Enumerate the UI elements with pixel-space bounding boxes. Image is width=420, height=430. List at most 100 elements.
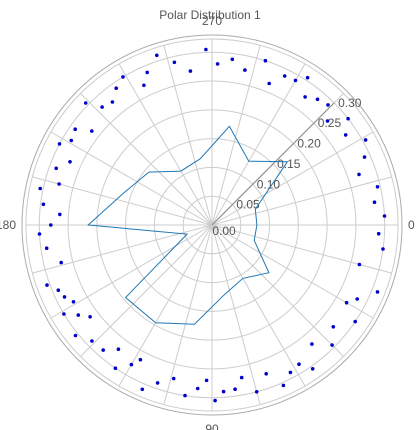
line-series <box>87 125 289 325</box>
angular-gridline <box>80 224 213 357</box>
scatter-point <box>305 75 310 80</box>
angular-gridline <box>211 45 261 226</box>
angular-gridline <box>50 224 213 319</box>
scatter-point <box>204 47 208 52</box>
scatter-point <box>56 288 61 293</box>
radial-tick-label: 0.15 <box>277 157 301 171</box>
radial-tick-label: 0.25 <box>318 116 342 130</box>
scatter-point <box>44 246 49 250</box>
scatter-point <box>57 142 62 146</box>
scatter-point <box>90 129 94 133</box>
scatter-point <box>90 339 94 343</box>
angular-gridline <box>118 224 213 387</box>
scatter-point <box>254 390 259 394</box>
scatter-point <box>264 372 269 376</box>
scatter-point <box>41 202 46 207</box>
radial-tick-label: 0.30 <box>338 96 362 110</box>
scatter-point <box>233 387 237 392</box>
scatter-point <box>243 68 247 72</box>
scatter-point <box>195 386 200 391</box>
outer-ring <box>21 34 403 416</box>
radial-tick-label: 0.20 <box>297 137 321 151</box>
radial-tick-label: 0.05 <box>236 198 260 212</box>
scatter-point <box>45 283 49 287</box>
scatter-point <box>326 103 330 107</box>
scatter-point <box>325 119 330 123</box>
scatter-point <box>310 342 314 346</box>
scatter-point <box>293 78 298 83</box>
series-layer <box>37 47 387 403</box>
scatter-point <box>330 343 334 347</box>
scatter-point <box>213 398 217 403</box>
angular-gridline <box>211 63 306 226</box>
scatter-point <box>129 362 134 367</box>
scatter-point <box>73 333 78 338</box>
scatter-point <box>142 83 146 88</box>
scatter-point <box>315 97 320 102</box>
scatter-point <box>281 383 286 388</box>
scatter-point <box>297 362 301 367</box>
scatter-point <box>331 325 336 329</box>
angular-tick-label: 180 <box>0 218 16 232</box>
scatter-point <box>282 74 287 78</box>
scatter-point <box>263 58 268 63</box>
angular-gridline <box>211 176 392 226</box>
scatter-point <box>239 375 244 380</box>
angular-tick-label: 0 <box>408 218 415 232</box>
angular-gridline <box>211 224 374 319</box>
angular-tick-label: 90 <box>205 422 219 430</box>
scatter-point <box>230 57 235 62</box>
scatter-point <box>172 60 177 65</box>
scatter-point <box>68 160 72 164</box>
scatter-point <box>382 214 387 218</box>
scatter-point <box>145 70 149 75</box>
scatter-point <box>114 86 118 90</box>
scatter-point <box>376 231 381 236</box>
scatter-point <box>83 101 88 105</box>
scatter-point <box>375 290 380 294</box>
radial-tick-label: 0.00 <box>212 224 236 238</box>
scatter-point <box>116 347 121 352</box>
scatter-point <box>59 260 63 265</box>
scatter-point <box>344 300 349 305</box>
angular-gridline <box>211 224 392 274</box>
scatter-point <box>57 182 61 186</box>
scatter-point <box>155 381 160 385</box>
angular-gridline <box>163 45 213 226</box>
scatter-point <box>288 370 293 375</box>
angular-gridline <box>32 224 213 274</box>
scatter-point <box>76 313 81 317</box>
scatter-point <box>310 367 315 371</box>
angular-gridline <box>211 224 344 357</box>
scatter-point <box>100 105 104 109</box>
scatter-point <box>155 53 159 58</box>
scatter-point <box>121 75 125 79</box>
scatter-point <box>362 155 367 159</box>
scatter-point <box>346 116 350 121</box>
axis-label-layer: 0.000.050.100.150.200.250.30090180270 <box>0 14 415 430</box>
grid-layer <box>21 34 403 416</box>
scatter-point <box>204 378 209 383</box>
scatter-point <box>138 357 143 362</box>
scatter-point <box>357 172 361 177</box>
angular-tick-label: 270 <box>202 14 222 28</box>
scatter-point <box>372 200 377 204</box>
scatter-point <box>62 312 66 316</box>
scatter-point <box>88 315 92 319</box>
scatter-point <box>140 387 145 392</box>
scatter-point <box>58 212 62 217</box>
scatter-point <box>267 81 272 86</box>
scatter-point <box>38 186 42 191</box>
angular-gridline <box>32 176 213 226</box>
scatter-point <box>73 127 77 131</box>
scatter-point <box>188 69 193 73</box>
scatter-point <box>101 348 105 352</box>
scatter-point <box>355 297 360 301</box>
scatter-point <box>357 262 362 267</box>
scatter-point <box>171 376 176 381</box>
scatter-point <box>381 247 385 251</box>
angular-gridline <box>50 131 213 226</box>
angular-gridline <box>80 93 213 226</box>
scatter-point <box>363 138 368 142</box>
